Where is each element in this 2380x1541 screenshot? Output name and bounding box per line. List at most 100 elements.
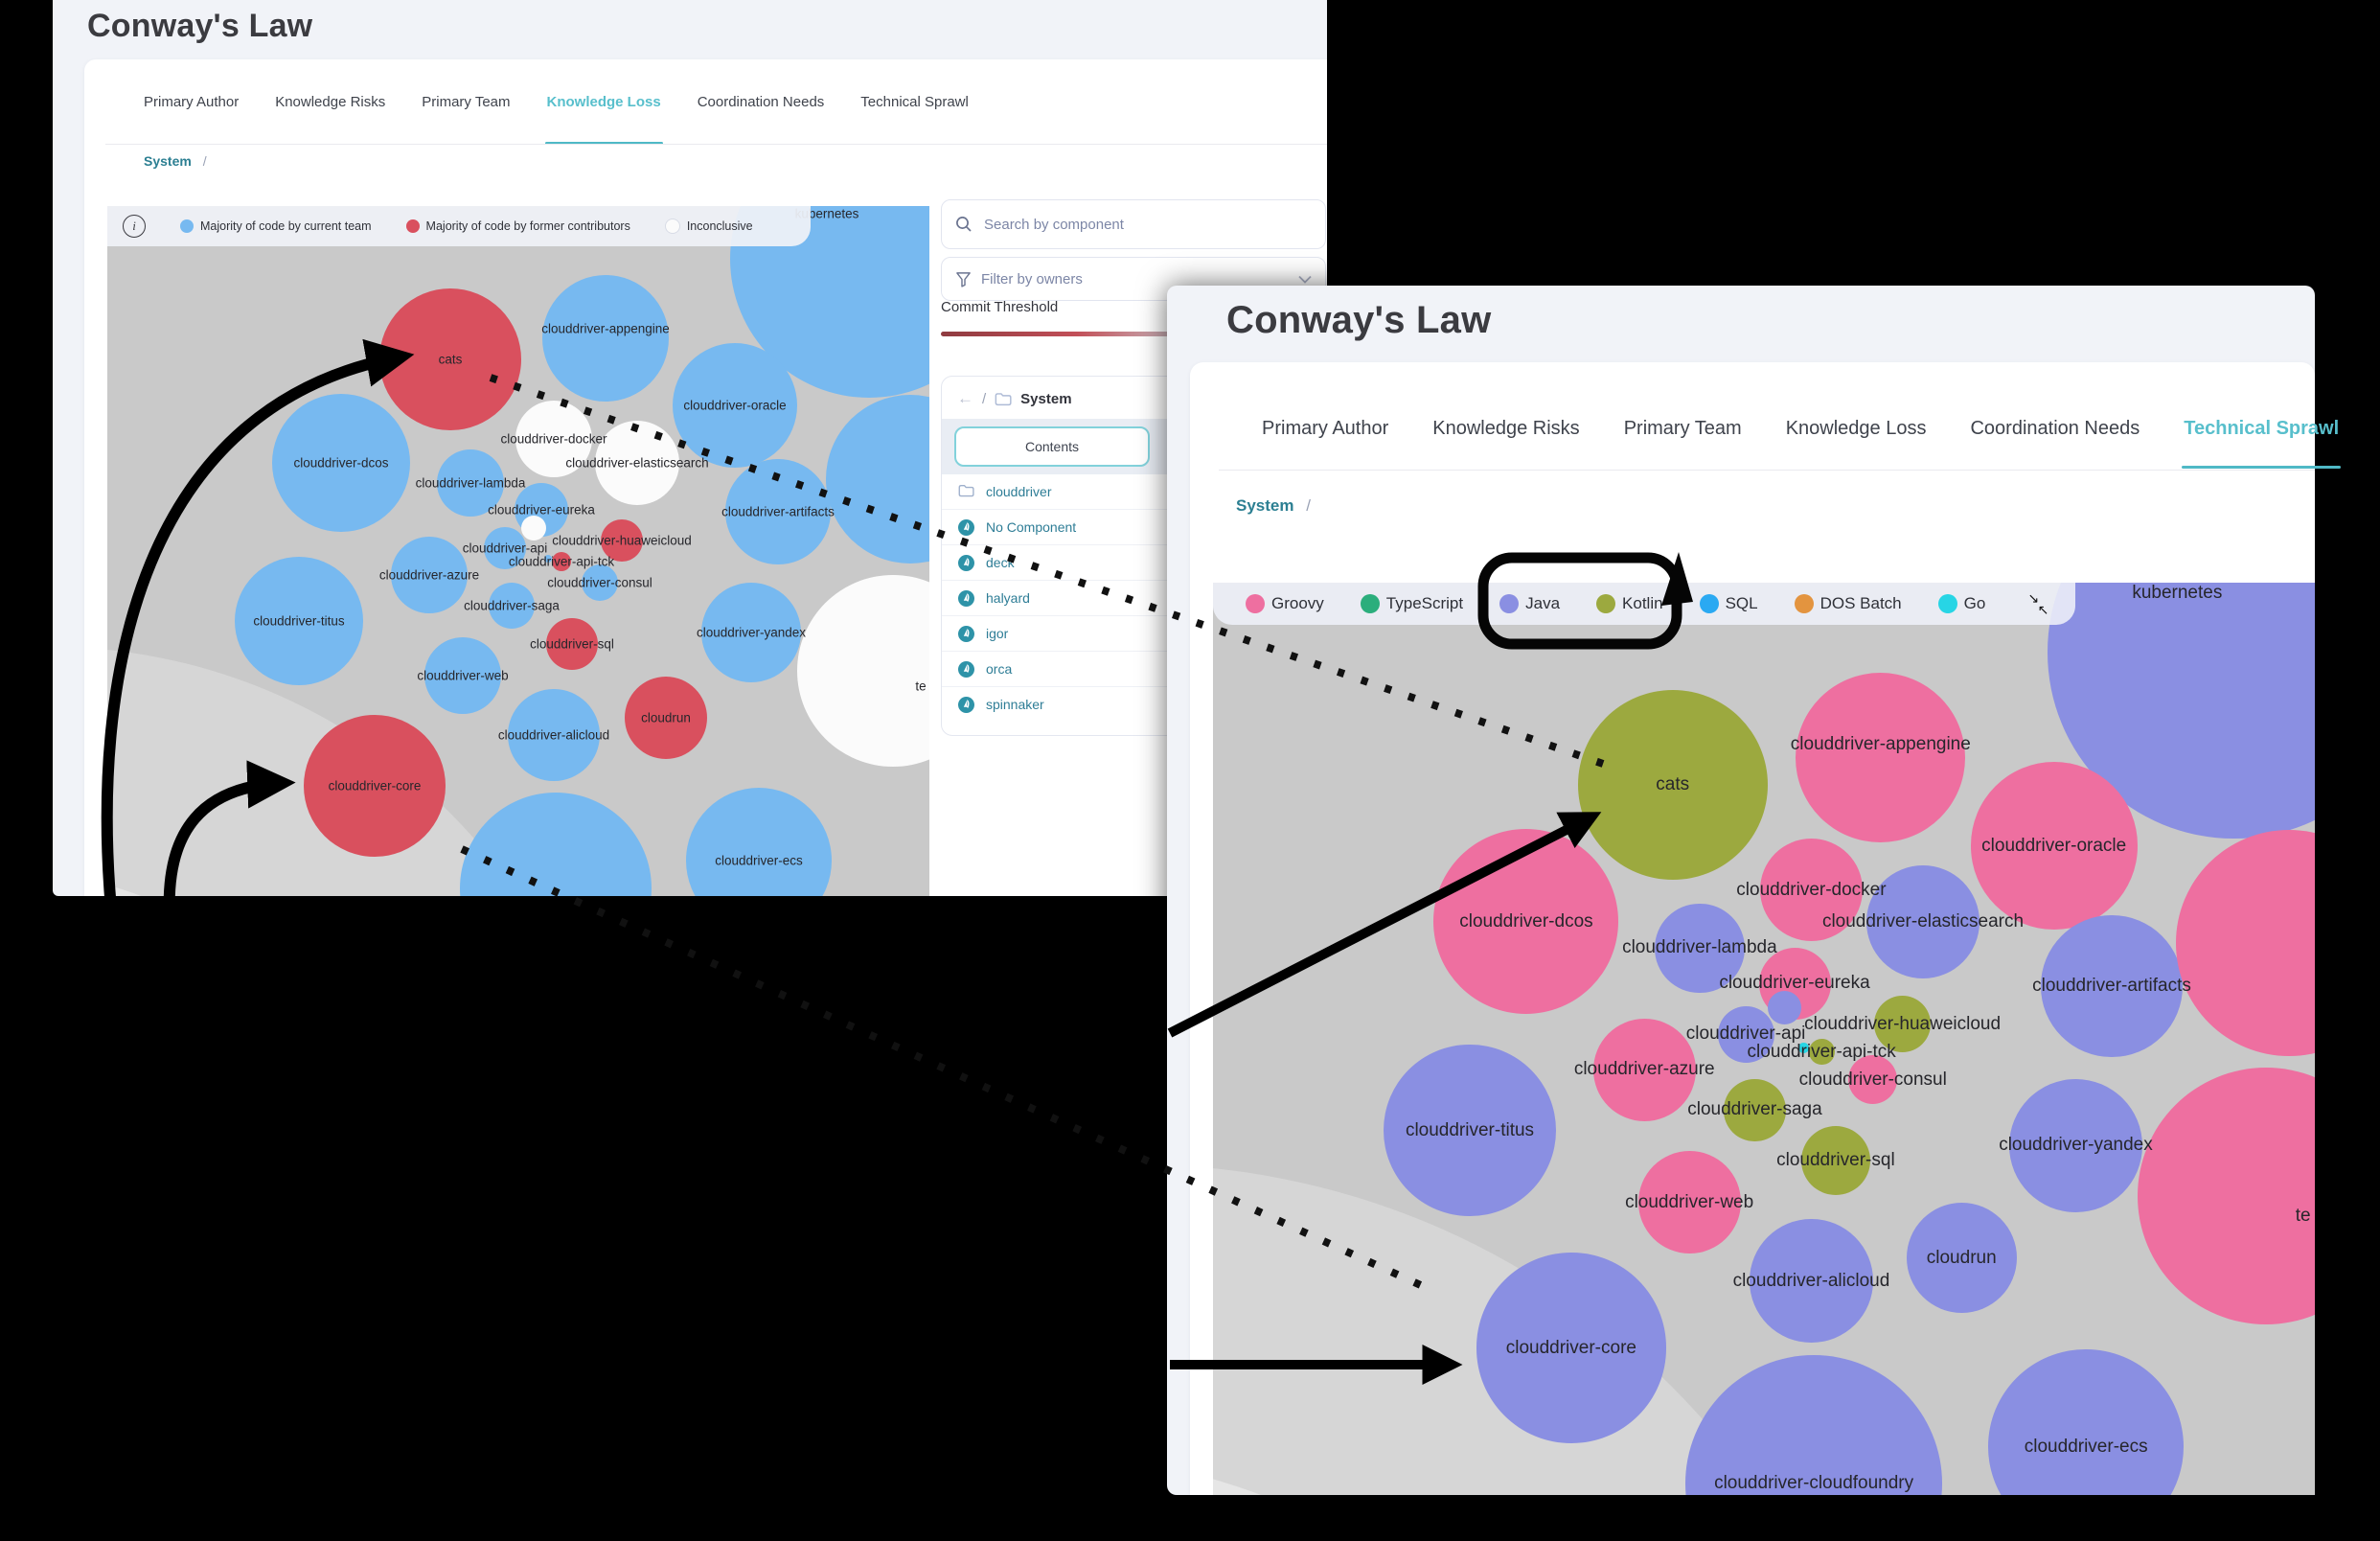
bubble-clouddriver-consul[interactable]: [1848, 1055, 1898, 1105]
bubble-clouddriver-api-tck[interactable]: [552, 552, 571, 571]
bubble-clouddriver-huaweicloud[interactable]: [1874, 996, 1932, 1053]
search-box: [941, 199, 1326, 249]
bubble-clouddriver-elasticsearch[interactable]: [1866, 864, 1980, 978]
bubble-clouddriver-saga[interactable]: [1724, 1079, 1786, 1141]
bubble-clouddriver-cloudfoundry[interactable]: [1685, 1354, 1943, 1495]
bubble-clouddriver-elasticsearch[interactable]: [595, 421, 679, 505]
bubble-cats[interactable]: [379, 288, 521, 430]
legend-dot: [1360, 594, 1380, 613]
panel-root-label: System: [1020, 390, 1072, 407]
tab-primary-team[interactable]: Primary Team: [1623, 418, 1742, 439]
tab-knowledge-loss[interactable]: Knowledge Loss: [544, 94, 663, 145]
bubble-clouddriver-cloudfoundry[interactable]: [460, 793, 652, 896]
content-card: Primary Author Knowledge Risks Primary Tea…: [1190, 362, 2342, 1495]
bubble-clouddriver-docker[interactable]: [515, 401, 592, 477]
bubble-clouddriver-huaweicloud[interactable]: [601, 519, 643, 562]
bubble-clouddriver-oracle[interactable]: [1970, 762, 2138, 930]
chevron-down-icon: [1298, 275, 1312, 284]
bubble-clouddriver-titus[interactable]: [235, 557, 363, 685]
bubble-clouddriver-core[interactable]: [304, 715, 446, 857]
commit-threshold-slider[interactable]: [941, 332, 1297, 336]
bubble-clouddriver-ecs[interactable]: [686, 788, 832, 896]
tab-coordination-needs[interactable]: Coordination Needs: [1970, 418, 2140, 439]
window-knowledge-loss: Conway's Law Primary Author Knowledge Ris…: [53, 0, 1327, 896]
bubble-clouddriver-alicloud[interactable]: [1750, 1219, 1873, 1343]
search-icon: [956, 217, 972, 232]
legend-dot: [1794, 594, 1814, 613]
breadcrumb-separator: /: [202, 153, 207, 169]
bubble-clouddriver-api-tck[interactable]: [1808, 1039, 1835, 1066]
tab-knowledge-loss[interactable]: Knowledge Loss: [1785, 418, 1927, 439]
legend-item-typescript: TypeScript: [1360, 594, 1463, 613]
tab-technical-sprawl[interactable]: Technical Sprawl: [2182, 418, 2342, 469]
bubble-dot-b[interactable]: [544, 555, 552, 563]
bubble-clouddriver-docker[interactable]: [1759, 839, 1864, 942]
spinnaker-icon: [958, 625, 974, 642]
bubble-clouddriver-titus[interactable]: [1384, 1044, 1556, 1217]
back-arrow-icon[interactable]: ←: [957, 389, 973, 407]
bubble-blob[interactable]: [2176, 830, 2315, 1057]
bubble-cats[interactable]: [1577, 690, 1768, 881]
bubble-clouddriver-core[interactable]: [1476, 1253, 1666, 1443]
bubble-clouddriver-web[interactable]: [424, 637, 501, 714]
bubble-clouddriver-lambda[interactable]: [437, 449, 504, 517]
breadcrumb: System /: [144, 153, 207, 169]
bubble-clouddriver-yandex[interactable]: [2008, 1078, 2143, 1213]
collapse-cursor-icon[interactable]: ↘ ↖: [2027, 590, 2049, 617]
bubble-clouddriver-oracle[interactable]: [673, 343, 797, 468]
tab-knowledge-risks[interactable]: Knowledge Risks: [275, 94, 386, 110]
bubble-clouddriver-alicloud[interactable]: [508, 689, 600, 781]
filter-icon: [956, 271, 971, 288]
legend-item-groovy: Groovy: [1246, 594, 1324, 613]
bubble-clouddriver-appengine[interactable]: [542, 275, 669, 402]
legend-dot: [405, 219, 420, 233]
legend-dot: [1937, 594, 1957, 613]
bubble-clouddriver-artifacts[interactable]: [2041, 915, 2183, 1057]
search-input[interactable]: [982, 215, 1225, 234]
tab-divider: [1219, 470, 2315, 471]
tab-knowledge-risks[interactable]: Knowledge Risks: [1432, 418, 1580, 439]
breadcrumb-system-link[interactable]: System: [144, 153, 192, 169]
bubble-clouddriver-web[interactable]: [1637, 1151, 1741, 1254]
bubble-dot-b[interactable]: [1798, 1043, 1809, 1054]
bubble-clouddriver-dcos[interactable]: [1433, 829, 1619, 1015]
bubble-clouddriver-yandex[interactable]: [701, 583, 801, 682]
bubble-cloudrun[interactable]: [1906, 1203, 2017, 1314]
bubble-dot-a[interactable]: [521, 516, 546, 540]
legend-item-sql: SQL: [1699, 594, 1758, 613]
filter-by-owners[interactable]: Filter by owners: [941, 257, 1326, 301]
legend-item-kotlin: Kotlin: [1596, 594, 1663, 613]
spinnaker-icon: [958, 660, 974, 678]
legend-item-java: Java: [1499, 594, 1560, 613]
tab-technical-sprawl[interactable]: Technical Sprawl: [860, 94, 969, 110]
bubble-clouddriver-api[interactable]: [484, 527, 526, 569]
tab-primary-team[interactable]: Primary Team: [422, 94, 511, 110]
bubble-clouddriver-ecs[interactable]: [1988, 1348, 2185, 1495]
bubble-clouddriver-saga[interactable]: [489, 583, 535, 629]
bubble-clouddriver-azure[interactable]: [1592, 1018, 1696, 1121]
tab-primary-author[interactable]: Primary Author: [144, 94, 240, 110]
info-icon[interactable]: i: [123, 215, 146, 238]
legend-dot: [180, 219, 194, 233]
bubble-clouddriver-lambda[interactable]: [1654, 903, 1745, 994]
bubble-blob[interactable]: [826, 395, 929, 564]
bubble-clouddriver-dcos[interactable]: [272, 394, 410, 532]
bubble-clouddriver-sql[interactable]: [1800, 1126, 1871, 1196]
bubble-dot-a[interactable]: [1767, 991, 1801, 1024]
bubble-te[interactable]: [2137, 1068, 2315, 1325]
breadcrumb-system-link[interactable]: System: [1236, 496, 1294, 515]
legend-dot: [1596, 594, 1616, 613]
bubble-clouddriver-appengine[interactable]: [1796, 672, 1966, 842]
tab-primary-author[interactable]: Primary Author: [1262, 418, 1389, 439]
bubble-cloudrun[interactable]: [625, 677, 707, 759]
bubble-clouddriver-api[interactable]: [1717, 1005, 1774, 1063]
bubble-clouddriver-sql[interactable]: [546, 618, 598, 670]
panel-separator: /: [982, 390, 987, 407]
breadcrumb-separator: /: [1306, 496, 1311, 515]
bubble-te[interactable]: [797, 575, 929, 767]
contents-button[interactable]: Contents: [954, 426, 1150, 467]
bubble-clouddriver-azure[interactable]: [391, 537, 468, 613]
bubble-clouddriver-artifacts[interactable]: [725, 459, 831, 564]
tab-coordination-needs[interactable]: Coordination Needs: [697, 94, 825, 110]
bubble-clouddriver-consul[interactable]: [582, 564, 618, 601]
